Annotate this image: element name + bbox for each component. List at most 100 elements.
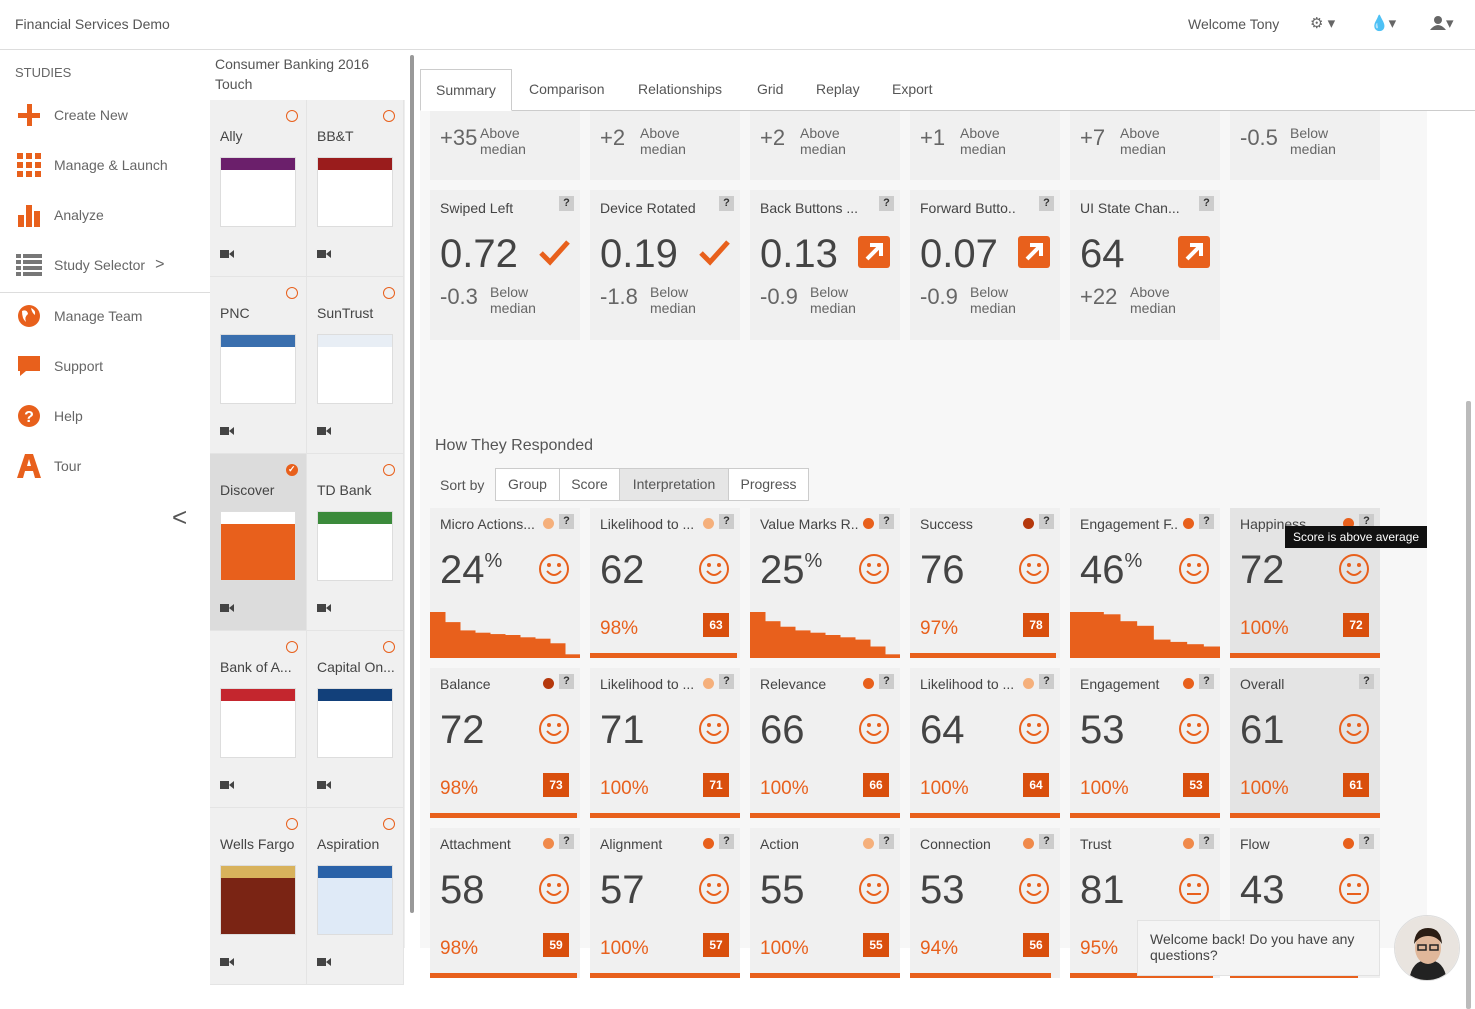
help-icon[interactable]: ? <box>879 196 894 211</box>
response-card-success[interactable]: Success? 76 97% 78 <box>910 508 1060 658</box>
smile-face-icon[interactable] <box>698 553 730 585</box>
study-tile[interactable]: Bank of A... <box>210 631 307 808</box>
study-thumbnail[interactable] <box>317 865 393 935</box>
study-tile[interactable]: Capital On... <box>307 631 404 808</box>
help-icon[interactable]: ? <box>1359 674 1374 689</box>
study-tile[interactable]: Ally <box>210 100 307 277</box>
help-icon[interactable]: ? <box>719 514 734 529</box>
sidebar-item-manage-team[interactable]: Manage Team <box>0 294 210 338</box>
help-icon[interactable]: ? <box>559 514 574 529</box>
study-tile[interactable]: TD Bank <box>307 454 404 631</box>
select-radio[interactable] <box>286 641 298 653</box>
select-radio[interactable] <box>383 287 395 299</box>
tab-relationships[interactable]: Relationships <box>638 81 723 97</box>
sort-score-button[interactable]: Score <box>559 468 620 501</box>
neutral-face-icon[interactable] <box>1338 873 1370 905</box>
response-card-attachment[interactable]: Attachment? 58 98% 59 <box>430 828 580 978</box>
sort-progress-button[interactable]: Progress <box>728 468 809 501</box>
study-thumbnail[interactable] <box>317 688 393 758</box>
help-icon[interactable]: ? <box>1039 514 1054 529</box>
study-thumbnail[interactable] <box>220 865 296 935</box>
help-icon[interactable]: ? <box>559 196 574 211</box>
response-card-balance[interactable]: Balance? 72 98% 73 <box>430 668 580 818</box>
sidebar-item-tour[interactable]: Tour <box>0 444 210 488</box>
response-card-likelihood-to[interactable]: Likelihood to ...? 64 100% 64 <box>910 668 1060 818</box>
sidebar-item-analyze[interactable]: Analyze <box>0 193 210 237</box>
tab-comparison[interactable]: Comparison <box>529 81 605 97</box>
study-tile[interactable]: BB&T <box>307 100 404 277</box>
response-card-likelihood-to[interactable]: Likelihood to ...? 62 98% 63 <box>590 508 740 658</box>
response-card-micro-actions[interactable]: Micro Actions...? 24% <box>430 508 580 658</box>
select-radio[interactable] <box>383 818 395 830</box>
tab-grid[interactable]: Grid <box>757 81 784 97</box>
response-card-connection[interactable]: Connection? 53 94% 56 <box>910 828 1060 978</box>
video-camera-icon[interactable] <box>317 426 331 439</box>
response-card-relevance[interactable]: Relevance? 66 100% 66 <box>750 668 900 818</box>
select-radio[interactable] <box>286 818 298 830</box>
study-thumbnail[interactable] <box>317 334 393 404</box>
sort-interpretation-button[interactable]: Interpretation <box>619 468 729 501</box>
study-thumbnail[interactable] <box>220 157 296 227</box>
help-icon[interactable]: ? <box>719 834 734 849</box>
study-tile[interactable]: Aspiration <box>307 808 404 985</box>
response-card-alignment[interactable]: Alignment? 57 100% 57 <box>590 828 740 978</box>
smile-face-icon[interactable] <box>538 713 570 745</box>
select-radio[interactable] <box>286 110 298 122</box>
sidebar-item-manage-launch[interactable]: Manage & Launch <box>0 143 210 187</box>
gear-icon[interactable]: ⚙ ▾ <box>1310 15 1336 32</box>
video-camera-icon[interactable] <box>220 603 234 616</box>
study-tile[interactable]: SunTrust <box>307 277 404 454</box>
help-icon[interactable]: ? <box>1039 834 1054 849</box>
select-radio[interactable] <box>383 641 395 653</box>
study-thumbnail[interactable] <box>317 511 393 581</box>
study-thumbnail[interactable] <box>220 688 296 758</box>
smile-face-icon[interactable] <box>858 873 890 905</box>
study-thumbnail[interactable] <box>220 334 296 404</box>
sort-group-button[interactable]: Group <box>495 468 560 501</box>
help-icon[interactable]: ? <box>1359 514 1374 529</box>
video-camera-icon[interactable] <box>220 957 234 970</box>
content-scrollbar[interactable] <box>1466 401 1471 1009</box>
response-card-engagement-f[interactable]: Engagement F..? 46% <box>1070 508 1220 658</box>
select-radio[interactable] <box>286 287 298 299</box>
help-icon[interactable]: ? <box>879 834 894 849</box>
smile-face-icon[interactable] <box>538 873 570 905</box>
smile-face-icon[interactable] <box>698 713 730 745</box>
tab-summary[interactable]: Summary <box>420 69 512 111</box>
help-icon[interactable]: ? <box>1039 674 1054 689</box>
response-card-value-marks-r[interactable]: Value Marks R..? 25% <box>750 508 900 658</box>
collapse-sidebar-icon[interactable]: < <box>172 502 188 532</box>
video-camera-icon[interactable] <box>317 249 331 262</box>
help-icon[interactable]: ? <box>719 674 734 689</box>
chat-bubble[interactable]: Welcome back! Do you have any questions? <box>1137 920 1380 976</box>
help-icon[interactable]: ? <box>1199 196 1214 211</box>
smile-face-icon[interactable] <box>1178 553 1210 585</box>
video-camera-icon[interactable] <box>317 780 331 793</box>
study-thumbnail[interactable] <box>317 157 393 227</box>
response-card-engagement[interactable]: Engagement? 53 100% 53 <box>1070 668 1220 818</box>
smile-face-icon[interactable] <box>1338 553 1370 585</box>
smile-face-icon[interactable] <box>698 873 730 905</box>
help-icon[interactable]: ? <box>879 514 894 529</box>
select-radio[interactable] <box>383 464 395 476</box>
video-camera-icon[interactable] <box>220 249 234 262</box>
sidebar-item-study-selector[interactable]: Study Selector > <box>0 243 210 287</box>
select-radio[interactable] <box>383 110 395 122</box>
smile-face-icon[interactable] <box>1018 553 1050 585</box>
help-icon[interactable]: ? <box>1199 514 1214 529</box>
response-card-overall[interactable]: Overall? 61 100% 61 <box>1230 668 1380 818</box>
study-panel-scrollbar[interactable] <box>410 55 414 913</box>
study-tile[interactable]: Wells Fargo <box>210 808 307 985</box>
smile-face-icon[interactable] <box>1178 713 1210 745</box>
theme-drop-icon[interactable]: 💧▾ <box>1370 15 1397 32</box>
response-card-likelihood-to[interactable]: Likelihood to ...? 71 100% 71 <box>590 668 740 818</box>
select-radio[interactable] <box>286 464 298 476</box>
sidebar-item-create-new[interactable]: Create New <box>0 93 210 137</box>
video-camera-icon[interactable] <box>317 957 331 970</box>
help-icon[interactable]: ? <box>719 196 734 211</box>
study-tile[interactable]: Discover <box>210 454 307 631</box>
support-avatar[interactable] <box>1394 915 1460 981</box>
video-camera-icon[interactable] <box>317 603 331 616</box>
response-card-action[interactable]: Action? 55 100% 55 <box>750 828 900 978</box>
help-icon[interactable]: ? <box>1199 834 1214 849</box>
